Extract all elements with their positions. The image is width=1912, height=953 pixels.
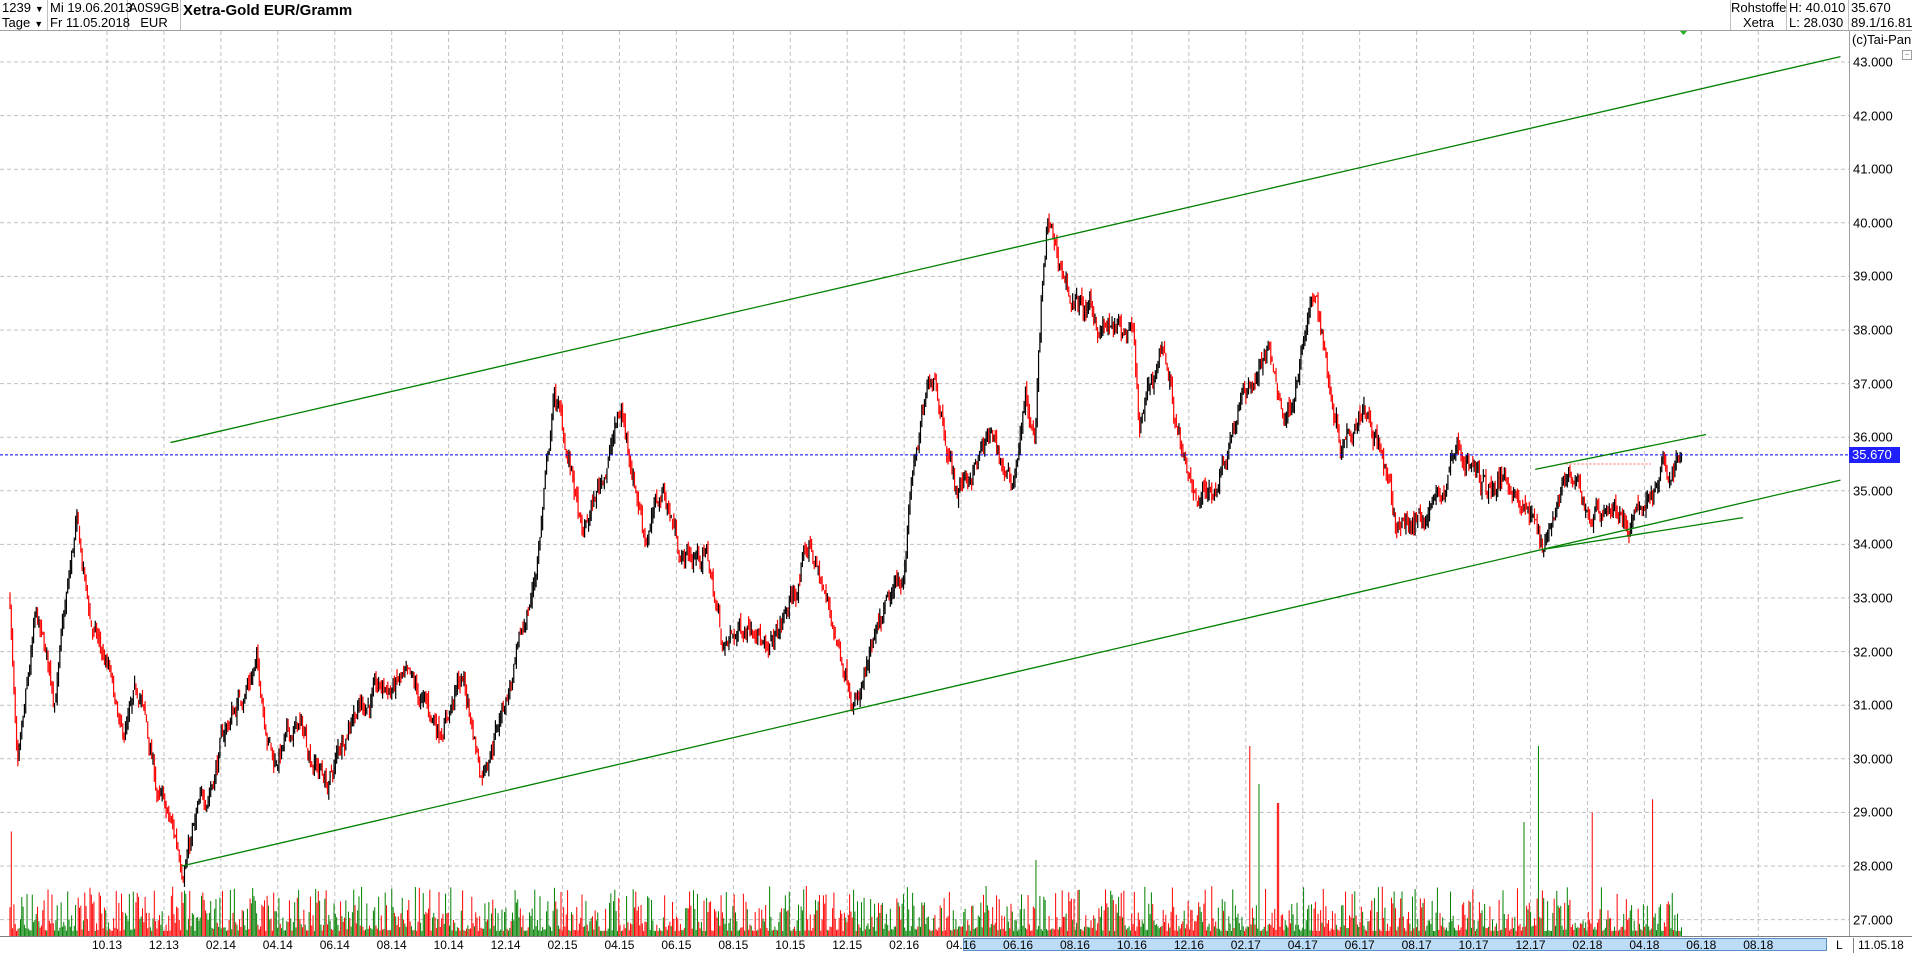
x-tick-label: 10.16 (1116, 938, 1147, 952)
chevron-down-icon[interactable]: ▼ (34, 4, 44, 14)
x-tick-label: 04.18 (1629, 938, 1660, 952)
y-tick-label: 29.000 (1853, 804, 1893, 820)
collapse-icon[interactable]: − (1902, 50, 1912, 60)
x-tick-label: 04.16 (946, 938, 977, 952)
y-tick-label: 28.000 (1853, 858, 1893, 874)
x-tick-label: 04.14 (262, 938, 293, 952)
x-tick-label: 06.15 (661, 938, 692, 952)
price-chart[interactable] (0, 31, 1849, 936)
y-tick-label: 34.000 (1853, 536, 1893, 552)
x-tick-label: 02.17 (1230, 938, 1261, 952)
x-tick-label: 02.15 (547, 938, 578, 952)
y-tick-label: 35.000 (1853, 483, 1893, 499)
market-info: Rohstoffe Xetra (1730, 0, 1787, 30)
last-price-badge: 35.670 (1849, 446, 1900, 463)
price-axis: (c)Tai-Pan − (1849, 31, 1912, 936)
last-date: 11.05.18 (1853, 938, 1904, 953)
chart-header: 1239 ▼ Tage ▼ Mi 19.06.2013 Fr 11.05.2018 … (0, 0, 1912, 31)
l-label[interactable]: L (1836, 938, 1843, 952)
marker-triangle-icon (1679, 31, 1688, 35)
time-scrollbar[interactable] (963, 938, 1827, 951)
date-range: Mi 19.06.2013 Fr 11.05.2018 (48, 0, 132, 30)
chart-title: Xetra-Gold EUR/Gramm (183, 2, 353, 19)
time-axis: 10.13 12.13 02.14 04.14 06.14 08.14 10.14 12.14… (0, 936, 1912, 953)
x-tick-label: 10.14 (433, 938, 464, 952)
last-info: 35.670 89.1/16.81 (1849, 0, 1912, 30)
x-tick-label: 10.15 (775, 938, 806, 952)
y-tick-label: 40.000 (1853, 215, 1893, 231)
range-selector[interactable]: 1239 ▼ Tage ▼ (0, 0, 48, 30)
x-tick-label: 02.14 (205, 938, 236, 952)
x-tick-label: 12.13 (148, 938, 179, 952)
copyright: (c)Tai-Pan (1852, 32, 1912, 47)
y-tick-label: 27.000 (1853, 912, 1893, 928)
y-tick-label: 33.000 (1853, 590, 1893, 606)
y-tick-label: 37.000 (1853, 376, 1893, 392)
y-tick-label: 38.000 (1853, 322, 1893, 338)
x-tick-label: 12.15 (832, 938, 863, 952)
y-tick-label: 39.000 (1853, 268, 1893, 284)
instrument-id: A0S9GB EUR (128, 0, 181, 30)
y-tick-label: 31.000 (1853, 697, 1893, 713)
y-tick-label: 43.000 (1853, 54, 1893, 70)
x-tick-label: 08.15 (718, 938, 749, 952)
high-value: H: 40.010 (1789, 0, 1846, 15)
x-tick-label: 12.16 (1173, 938, 1204, 952)
wkn: A0S9GB (128, 0, 180, 15)
x-tick-label: 12.14 (490, 938, 521, 952)
x-tick-label: 08.14 (376, 938, 407, 952)
x-tick-label: 02.16 (889, 938, 920, 952)
category: Rohstoffe (1731, 0, 1787, 15)
x-tick-label: 06.18 (1686, 938, 1717, 952)
trendline (170, 56, 1841, 444)
currency: EUR (140, 15, 168, 30)
end-date: Fr 11.05.2018 (50, 15, 130, 30)
x-tick-label: 06.17 (1344, 938, 1375, 952)
trendline (1540, 516, 1744, 551)
x-tick-label: 06.16 (1003, 938, 1034, 952)
x-tick-label: 08.18 (1743, 938, 1774, 952)
x-tick-label: 04.15 (604, 938, 635, 952)
y-tick-label: 32.000 (1853, 644, 1893, 660)
ratio: 89.1/16.81 (1851, 15, 1912, 30)
x-tick-label: 04.17 (1287, 938, 1318, 952)
x-tick-label: 08.17 (1401, 938, 1432, 952)
x-tick-label: 02.18 (1572, 938, 1603, 952)
x-tick-label: 10.17 (1458, 938, 1489, 952)
x-tick-label: 08.16 (1059, 938, 1090, 952)
start-date: Mi 19.06.2013 (50, 0, 133, 15)
y-tick-label: 42.000 (1853, 108, 1893, 124)
y-tick-label: 41.000 (1853, 161, 1893, 177)
period-select[interactable]: Tage (2, 15, 31, 30)
x-tick-label: 06.14 (319, 938, 350, 952)
chevron-down-icon[interactable]: ▼ (34, 19, 44, 29)
y-tick-label: 30.000 (1853, 751, 1893, 767)
high-low: H: 40.010 L: 28.030 (1787, 0, 1849, 30)
bar-count[interactable]: 1239 (2, 0, 31, 15)
x-tick-label: 12.17 (1515, 938, 1546, 952)
exchange: Xetra (1742, 15, 1775, 30)
x-tick-label: 10.13 (91, 938, 123, 952)
trendline (1535, 433, 1707, 470)
trendline (181, 479, 1841, 867)
low-value: L: 28.030 (1789, 15, 1844, 30)
y-tick-label: 36.000 (1853, 429, 1893, 445)
last-price: 35.670 (1851, 0, 1891, 15)
